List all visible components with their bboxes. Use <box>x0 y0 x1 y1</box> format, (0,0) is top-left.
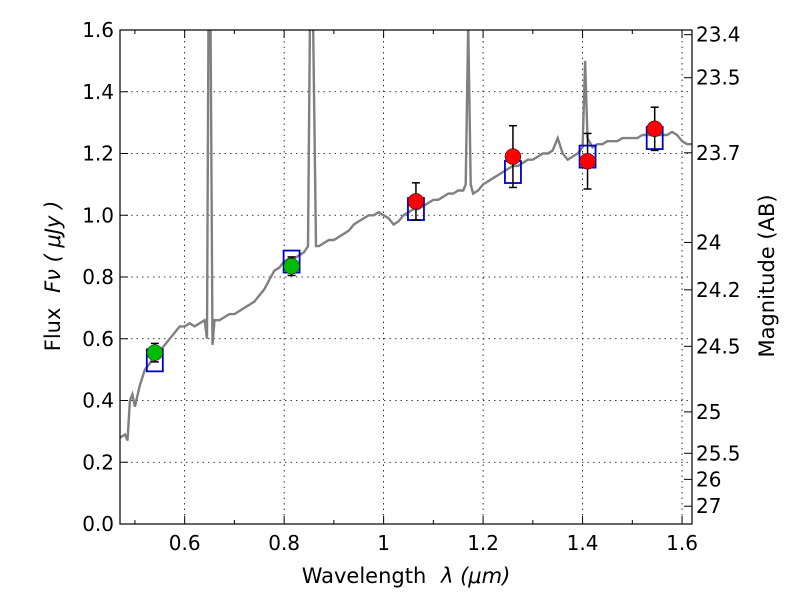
y-tick-label: 1.6 <box>82 18 114 42</box>
right-tick-label: 27 <box>696 494 721 518</box>
x-tick-label: 0.8 <box>268 531 300 555</box>
right-tick-label: 23.4 <box>696 23 741 47</box>
x-tick-label: 1.6 <box>666 531 698 555</box>
right-tick-label: 23.5 <box>696 66 741 90</box>
y-tick-label: 0.2 <box>82 450 114 474</box>
model-spectrum-line <box>120 30 692 442</box>
y-tick-label: 0.0 <box>82 512 114 536</box>
y-tick-label: 1.4 <box>82 80 114 104</box>
ticks: 0.6 0.8 1 1.2 1.4 1.6 0.0 0.2 0.4 0.6 0.8 1.0 1.2 1.4… <box>82 18 740 555</box>
y-tick-label: 0.6 <box>82 327 114 351</box>
right-tick-label: 26 <box>696 467 721 491</box>
right-axis-label: Magnitude (AB) <box>755 194 779 357</box>
right-tick-label: 24.5 <box>696 334 741 358</box>
y-tick-label: 1.0 <box>82 203 114 227</box>
y-axis-label: Flux Fν ( μJy ) <box>41 201 65 352</box>
x-tick-label: 1 <box>377 531 390 555</box>
x-tick-label: 0.6 <box>169 531 201 555</box>
x-axis-label-text: Wavelength <box>302 564 427 588</box>
x-tick-label: 1.2 <box>467 531 499 555</box>
y-tick-label: 0.4 <box>82 389 114 413</box>
right-tick-label: 23.7 <box>696 141 741 165</box>
right-tick-label: 25 <box>696 400 721 424</box>
y-axis-label-symbol: Fν ( μJy ) <box>41 201 65 293</box>
x-tick-label: 1.4 <box>567 531 599 555</box>
x-axis-label: Wavelength λ (μm) <box>302 564 511 588</box>
observed-point <box>146 344 164 361</box>
x-axis-label-symbol: λ (μm) <box>440 564 510 588</box>
observed-point <box>407 193 425 210</box>
observed-point <box>579 152 596 170</box>
right-tick-label: 24 <box>696 230 721 254</box>
y-tick-label: 1.2 <box>82 142 114 166</box>
right-tick-label: 24.2 <box>696 278 741 302</box>
grid <box>120 29 692 525</box>
observed-point <box>283 257 300 275</box>
plot-area <box>120 30 692 442</box>
observed-point <box>504 148 522 165</box>
y-tick-label: 0.8 <box>82 265 114 289</box>
observed-point <box>646 120 663 138</box>
right-tick-label: 25.5 <box>696 441 741 465</box>
y-axis-label-text: Flux <box>41 308 65 352</box>
